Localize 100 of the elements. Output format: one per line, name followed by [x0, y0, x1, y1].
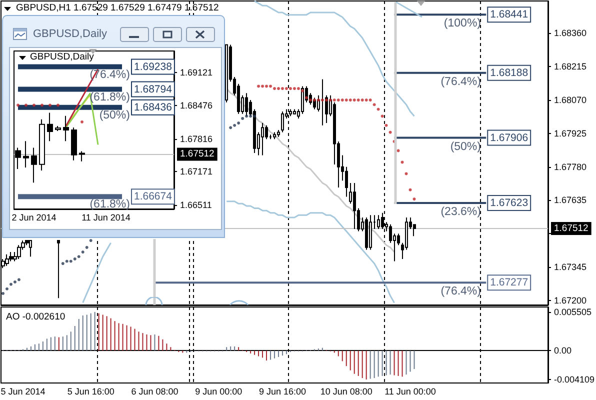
point — [352, 98, 356, 102]
point — [332, 98, 336, 102]
candlestick — [55, 125, 61, 132]
point — [77, 255, 80, 258]
point — [308, 98, 312, 102]
y-tick-label: 1.66511 — [180, 200, 212, 210]
point — [340, 98, 344, 102]
annotation: (23.6%) — [440, 206, 482, 218]
chart-subtitle: GBPUSD,Daily — [30, 52, 94, 62]
data-label: 1.69238 — [134, 60, 172, 73]
candlestick — [57, 240, 60, 299]
annotation: (100%) — [444, 18, 482, 30]
point — [257, 84, 260, 88]
data-label: 1.67906 — [490, 132, 528, 144]
ref-line-label: 1.67512 — [180, 148, 214, 160]
y-tick-label: 1.69121 — [180, 68, 213, 78]
point — [380, 114, 384, 118]
y-tick-label: 1.68360 — [554, 28, 587, 38]
candlestick — [369, 214, 372, 250]
point — [265, 84, 268, 88]
y-tick-label: 1.68215 — [554, 62, 587, 72]
point — [261, 84, 264, 88]
y-tick-label: 1.68476 — [180, 100, 213, 110]
x-tick-label: 9 Jun 16:00 — [258, 386, 306, 396]
point — [336, 98, 340, 102]
candlestick — [63, 115, 69, 142]
chart-title: AO -0.002610 — [6, 312, 66, 322]
y-tick-label: 1.67171 — [180, 166, 213, 176]
point — [408, 188, 412, 192]
point — [300, 89, 304, 92]
y-tick-label: 1.67345 — [554, 262, 587, 272]
data-label: 1.68436 — [134, 101, 172, 114]
y-tick-label: -0.004109 — [554, 374, 595, 385]
candlestick — [273, 132, 276, 140]
candlestick — [225, 44, 228, 103]
point — [13, 280, 16, 284]
point — [73, 257, 76, 260]
chart-title: GBPUSD,Daily — [33, 28, 107, 41]
y-tick-label: 1.67925 — [554, 128, 587, 138]
candlestick — [281, 111, 284, 133]
point — [61, 262, 64, 266]
point — [412, 198, 416, 201]
point — [17, 278, 20, 282]
y-tick-label: 1.68070 — [554, 95, 587, 106]
point — [284, 87, 288, 90]
point — [280, 87, 284, 90]
point — [376, 108, 380, 111]
annotation: (61.8%) — [90, 198, 130, 211]
candlestick — [293, 108, 296, 114]
y-tick-label: 1.67780 — [554, 162, 587, 172]
point — [360, 98, 364, 102]
y-tick-label: 1.67200 — [554, 295, 587, 306]
point — [400, 160, 404, 164]
annotation: (50%) — [450, 140, 482, 153]
point — [356, 98, 360, 102]
line-series — [254, 0, 415, 117]
x-tick-label: 2 Jun 2014 — [12, 212, 56, 222]
candlestick — [9, 252, 13, 262]
point — [276, 87, 280, 90]
point — [65, 260, 68, 263]
point — [81, 250, 84, 254]
candlestick — [365, 216, 368, 250]
data-label: 1.67623 — [490, 196, 528, 209]
point — [89, 239, 92, 242]
data-label: 1.68794 — [134, 83, 172, 96]
point — [229, 126, 232, 130]
point — [292, 87, 296, 90]
annotation: (76.4%) — [440, 286, 482, 298]
point — [384, 124, 388, 127]
x-tick-label: 11 Jun 2014 — [82, 212, 130, 222]
point — [320, 98, 324, 102]
y-tick-label: 0.005505 — [554, 306, 592, 317]
point — [348, 98, 352, 102]
point — [249, 114, 252, 118]
data-label: 1.68188 — [490, 66, 528, 79]
point — [404, 172, 408, 176]
point — [304, 96, 308, 100]
x-tick-label: 10 Jun 08:00 — [320, 386, 372, 396]
x-tick-label: 5 Jun 2014 — [0, 386, 46, 396]
x-tick-label: 5 Jun 16:00 — [67, 386, 114, 396]
point — [245, 114, 248, 118]
candlestick — [47, 112, 53, 142]
point — [324, 98, 328, 102]
point — [388, 130, 392, 134]
annotation: (76.4%) — [440, 76, 482, 88]
point — [9, 282, 12, 286]
point — [316, 98, 320, 102]
y-tick-label: 1.67816 — [180, 134, 213, 144]
candlestick — [17, 244, 21, 260]
candlestick — [71, 126, 77, 161]
point — [233, 124, 236, 127]
point — [241, 116, 244, 120]
y-tick-label: 0.00 — [554, 346, 572, 356]
x-tick-label: 11 Jun 00:00 — [384, 386, 436, 396]
point — [296, 87, 300, 90]
annotation: (50%) — [99, 109, 130, 122]
x-tick-label: 6 Jun 08:00 — [131, 386, 178, 396]
data-label: 1.67277 — [490, 276, 528, 289]
chart-title: GBPUSD,H1 1.67529 1.67529 1.67479 1.67512 — [16, 2, 219, 14]
point — [288, 87, 292, 90]
